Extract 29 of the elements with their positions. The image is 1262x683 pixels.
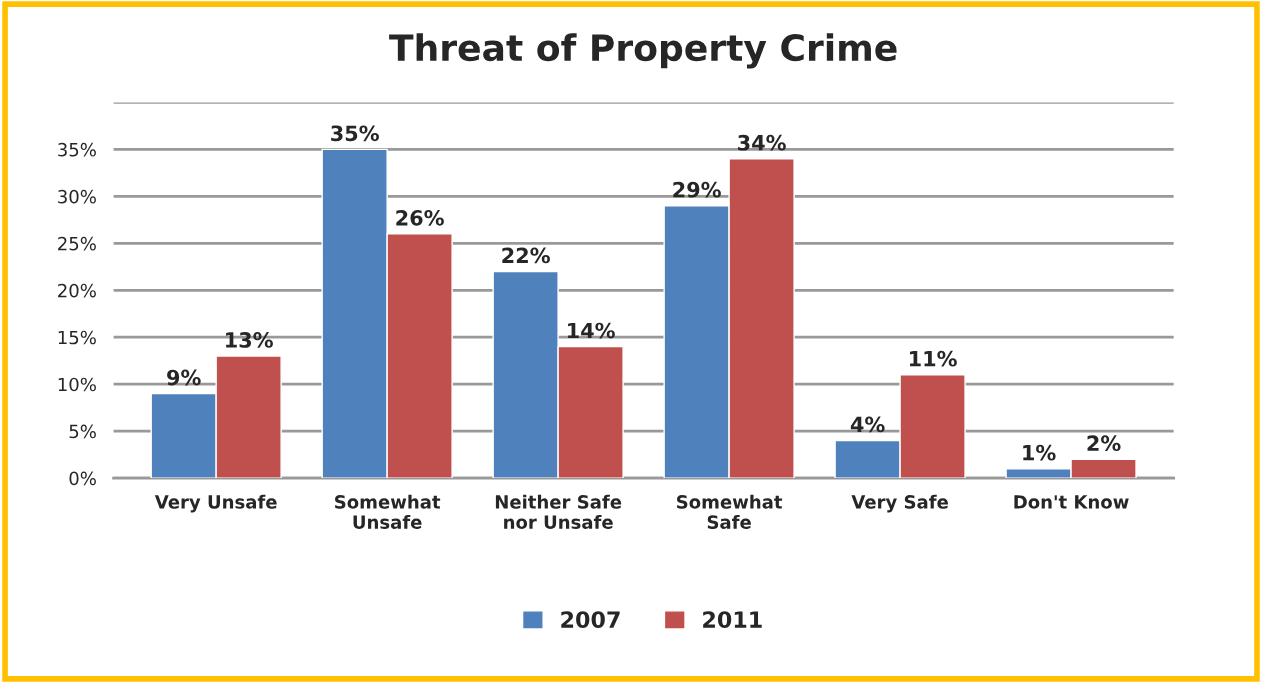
- data-label: 9%: [167, 369, 201, 386]
- x-tick-label: Somewhat Unsafe: [335, 494, 441, 529]
- y-tick-label: 0%: [69, 471, 96, 486]
- x-tick-label: Very Unsafe: [154, 494, 277, 513]
- data-label: 13%: [226, 332, 273, 348]
- y-tick-label: 35%: [58, 142, 96, 157]
- y-tick-label: 5%: [69, 424, 96, 439]
- data-label: 26%: [396, 209, 444, 226]
- x-tick-label: Very Safe: [851, 494, 948, 513]
- data-label: 2%: [1087, 435, 1121, 452]
- data-label: 1%: [1023, 444, 1056, 461]
- y-tick-label: 20%: [58, 283, 96, 298]
- x-tick-label: Neither Safe nor Unsafe: [495, 494, 622, 529]
- data-label: 34%: [738, 134, 786, 151]
- data-label: 29%: [673, 181, 721, 198]
- x-tick-label: Somewhat Safe: [677, 494, 783, 529]
- x-tick-label: Don't Know: [1014, 495, 1129, 509]
- data-label: 35%: [331, 125, 379, 142]
- data-label: 14%: [568, 322, 615, 339]
- y-tick-label: 25%: [58, 236, 96, 251]
- data-label: 11%: [909, 350, 957, 367]
- legend-label: 2011: [703, 611, 762, 628]
- legend-label: 2007: [561, 611, 620, 628]
- chart-title: Threat of Property Crime: [389, 33, 897, 69]
- y-tick-label: 30%: [58, 189, 96, 204]
- data-label: 22%: [502, 247, 550, 264]
- y-tick-label: 15%: [58, 330, 96, 345]
- data-label: 4%: [850, 416, 885, 433]
- y-tick-label: 10%: [58, 377, 96, 392]
